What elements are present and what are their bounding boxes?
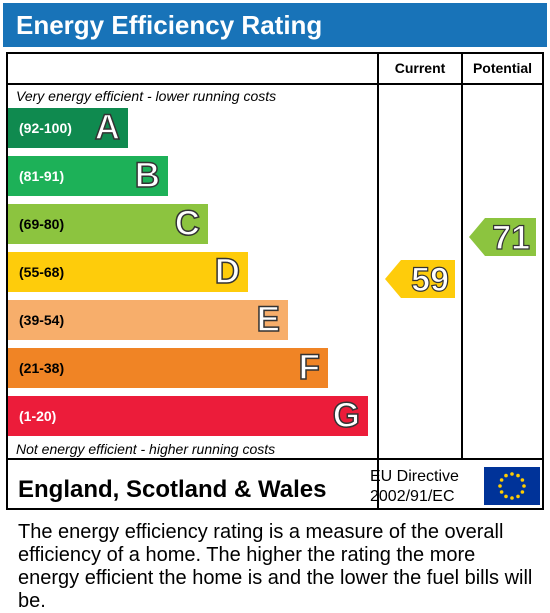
band-letter: F bbox=[298, 347, 321, 388]
band-letter: A bbox=[94, 107, 121, 148]
potential-rating-value: 71 bbox=[492, 219, 530, 257]
rating-explanation: The energy efficiency rating is a measur… bbox=[18, 521, 533, 612]
rating-arrows: 59 71 bbox=[385, 218, 536, 300]
rating-table: Current Potential Very energy efficient … bbox=[6, 52, 544, 510]
region-label: England, Scotland & Wales bbox=[18, 476, 327, 503]
eu-star-icon bbox=[522, 484, 526, 488]
band-range-label: (81-91) bbox=[19, 168, 65, 184]
band-a: (92-100) A bbox=[8, 107, 128, 148]
directive-line-1: EU Directive bbox=[370, 468, 459, 485]
eu-star-icon bbox=[510, 472, 514, 476]
eu-star-icon bbox=[520, 490, 525, 494]
band-e: (39-54) E bbox=[8, 299, 288, 340]
potential-column-header: Potential bbox=[472, 60, 533, 76]
top-efficiency-note: Very energy efficient - lower running co… bbox=[16, 88, 277, 104]
band-letter: B bbox=[134, 155, 161, 196]
eu-star-icon bbox=[516, 494, 520, 499]
eu-star-icon bbox=[504, 473, 508, 478]
eu-star-icon bbox=[504, 494, 508, 499]
eu-star-icon bbox=[499, 478, 504, 482]
eu-star-icon bbox=[498, 484, 502, 488]
current-rating-value: 59 bbox=[411, 261, 449, 299]
band-c: (69-80) C bbox=[8, 203, 208, 244]
band-b: (81-91) B bbox=[8, 155, 168, 196]
band-range-label: (21-38) bbox=[19, 360, 65, 376]
eu-star-icon bbox=[510, 496, 514, 500]
bottom-efficiency-note: Not energy efficient - higher running co… bbox=[16, 441, 276, 457]
band-range-label: (39-54) bbox=[19, 312, 65, 328]
band-range-label: (55-68) bbox=[19, 264, 65, 280]
band-letter: E bbox=[256, 299, 281, 340]
eu-flag-icon bbox=[484, 467, 540, 505]
band-d: (55-68) D bbox=[8, 251, 248, 292]
current-arrow bbox=[385, 260, 455, 298]
band-letter: G bbox=[332, 395, 361, 436]
band-range-label: (92-100) bbox=[19, 120, 72, 136]
header-row-divider bbox=[8, 83, 542, 85]
band-range-label: (1-20) bbox=[19, 408, 57, 424]
page-title: Energy Efficiency Rating bbox=[16, 10, 323, 40]
eu-star-icon bbox=[520, 478, 525, 482]
band-g: (1-20) G bbox=[8, 395, 368, 436]
potential-arrow bbox=[469, 218, 536, 256]
band-f: (21-38) F bbox=[8, 347, 328, 388]
eu-star-icon bbox=[516, 473, 520, 478]
band-letter: C bbox=[174, 203, 201, 244]
band-letter: D bbox=[214, 251, 241, 292]
potential-column-divider bbox=[461, 54, 463, 460]
band-range-label: (69-80) bbox=[19, 216, 65, 232]
directive-line-2: 2002/91/EC bbox=[370, 488, 455, 505]
footer-row-divider bbox=[8, 458, 542, 460]
eu-star-icon bbox=[499, 490, 504, 494]
current-column-divider bbox=[377, 54, 379, 508]
current-column-header: Current bbox=[394, 60, 446, 76]
header-bar: Energy Efficiency Rating bbox=[3, 3, 547, 47]
